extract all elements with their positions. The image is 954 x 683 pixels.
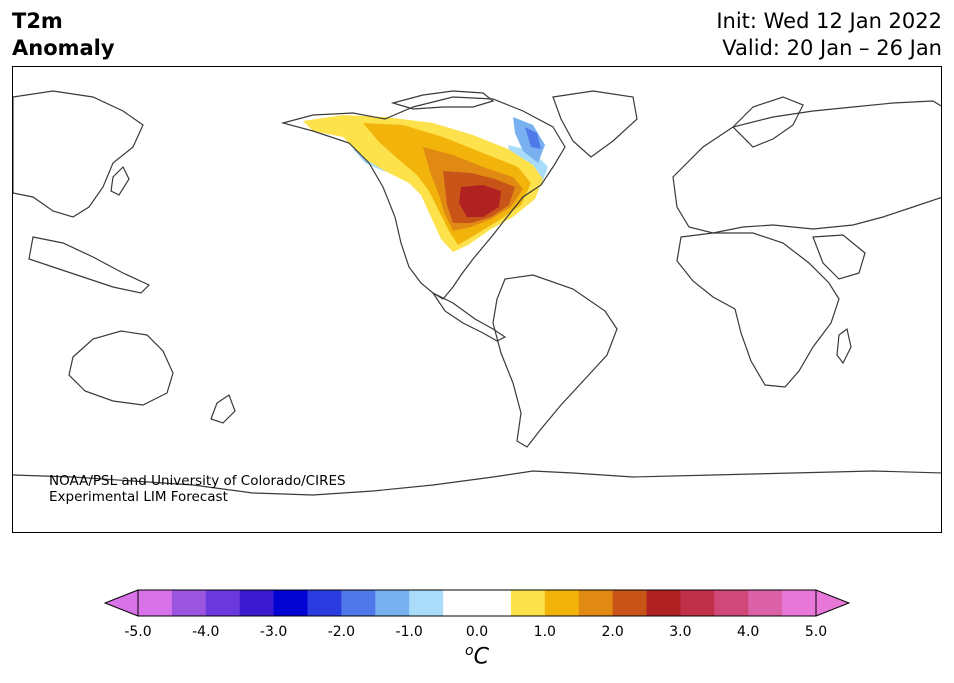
colorbar-cell — [646, 590, 681, 616]
africa-outline — [676, 232, 840, 388]
colorbar-cell — [714, 590, 749, 616]
colorbar-ticks: -5.0 -4.0 -3.0 -2.0 -1.0 0.0 1.0 2.0 3.0 4.0 5.0 — [0, 624, 954, 644]
world-map — [12, 66, 942, 533]
colorbar-cell — [138, 590, 173, 616]
madagascar-outline — [836, 327, 852, 365]
colorbar-border — [137, 589, 817, 617]
colorbar-cell — [273, 590, 308, 616]
colorbar-cell — [409, 590, 444, 616]
south-america-outline — [492, 274, 618, 448]
japan-outline — [110, 165, 130, 196]
title-anomaly: Anomaly — [12, 36, 115, 60]
colorbar-extend-high — [815, 589, 850, 617]
colorbar-cells — [138, 590, 817, 616]
central-america-outline — [431, 291, 507, 342]
greenland-outline — [552, 90, 638, 158]
colorbar-cell — [171, 590, 207, 616]
valid-range: Valid: 20 Jan – 26 Jan — [722, 36, 942, 60]
degree-symbol: o — [465, 643, 474, 659]
colorbar-cell — [307, 590, 342, 616]
colorbar-tick-label: 2.0 — [601, 624, 624, 640]
colorbar-cell — [375, 590, 410, 616]
data-credit: NOAA/PSL and University of Colorado/CIRE… — [49, 473, 346, 505]
colorbar-tick-label: -4.0 — [192, 624, 220, 640]
colorbar-cell — [510, 590, 546, 616]
colorbar-tick-label: -5.0 — [124, 624, 152, 640]
colorbar-cell — [578, 590, 614, 616]
colorbar-tick-label: 3.0 — [669, 624, 692, 640]
forecast-dates: Init: Wed 12 Jan 2022 Valid: 20 Jan – 26… — [716, 8, 942, 62]
colorbar-cell — [748, 590, 783, 616]
colorbar-tick-label: -1.0 — [395, 624, 423, 640]
map-title: T2m Anomaly — [12, 8, 115, 62]
north-america-outline — [280, 96, 566, 300]
credit-line-2: Experimental LIM Forecast — [49, 489, 228, 505]
colorbar-tick-label: -2.0 — [327, 624, 356, 640]
map-svg — [13, 90, 941, 496]
colorbar-tick-label: 0.0 — [465, 624, 489, 640]
anomaly-shading — [303, 115, 548, 252]
canadian-arctic-outline — [390, 90, 495, 110]
coastlines — [13, 90, 941, 496]
colorbar-tick-label: 1.0 — [533, 624, 556, 640]
new-zealand-outline — [210, 394, 236, 424]
asia-pacific-outline — [13, 90, 144, 218]
colorbar-tick-label: 4.0 — [737, 624, 760, 640]
anomaly-blue — [525, 127, 541, 149]
credit-line-1: NOAA/PSL and University of Colorado/CIRE… — [49, 473, 346, 489]
colorbar-cell — [239, 590, 275, 616]
arabia-outline — [812, 234, 866, 280]
colorbar-cell — [680, 590, 715, 616]
colorbar-tick-label: -3.0 — [259, 624, 288, 640]
scandinavia-outline — [732, 96, 804, 148]
colorbar-extend-low — [104, 589, 139, 617]
colorbar-cell — [544, 590, 580, 616]
anomaly-red — [459, 185, 501, 217]
colorbar-cell — [443, 590, 478, 616]
australia-outline — [68, 330, 174, 406]
colorbar-unit: oC — [465, 643, 489, 669]
colorbar — [104, 589, 850, 617]
colorbar-cell — [782, 590, 817, 616]
colorbar-cell — [205, 590, 241, 616]
antarctica-outline — [13, 470, 941, 496]
europe-outline — [672, 100, 941, 234]
colorbar-tick-label: 5.0 — [804, 624, 828, 640]
southeast-asia-outline — [28, 236, 151, 294]
colorbar-cell — [612, 590, 647, 616]
colorbar-cell — [477, 590, 512, 616]
colorbar-cell — [341, 590, 376, 616]
init-date: Init: Wed 12 Jan 2022 — [716, 9, 942, 33]
title-variable: T2m — [12, 9, 63, 33]
unit-letter: C — [473, 644, 489, 670]
